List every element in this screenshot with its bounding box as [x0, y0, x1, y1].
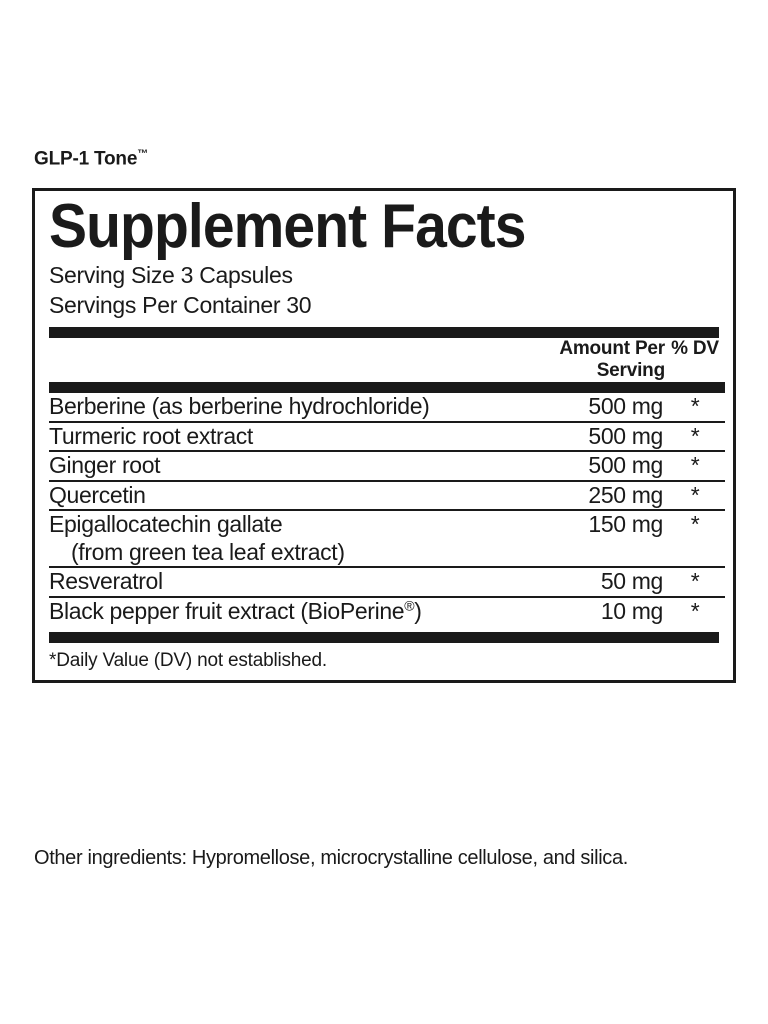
- header-ingredient: [49, 338, 547, 382]
- ingredient-name: Ginger root: [49, 452, 161, 479]
- ingredient-amount: 500 mg: [588, 392, 663, 419]
- divider-thick-bottom: [49, 631, 719, 643]
- row-divider: [49, 596, 725, 599]
- table-header-row: Amount Per Serving % DV: [49, 338, 725, 382]
- ingredient-dv: *: [690, 392, 700, 419]
- divider-line: [49, 479, 725, 482]
- table-row: Resveratrol 50 mg *: [49, 568, 725, 596]
- daily-value-footnote: *Daily Value (DV) not established.: [49, 649, 327, 671]
- row-divider: [49, 566, 725, 569]
- header-amount-per-serving: Amount Per Serving: [559, 337, 665, 381]
- ingredient-name: Quercetin: [49, 481, 146, 508]
- ingredient-name-primary: Black pepper fruit extract (BioPerine: [49, 598, 405, 625]
- divider-line: [49, 509, 725, 512]
- ingredient-amount: 10 mg: [600, 598, 664, 625]
- table-row: Quercetin 250 mg *: [49, 482, 725, 510]
- ingredient-name: Black pepper fruit extract (BioPerine®): [49, 598, 547, 626]
- other-ingredients: Other ingredients: Hypromellose, microcr…: [34, 847, 628, 869]
- table-row: Turmeric root extract 500 mg *: [49, 423, 725, 451]
- ingredient-amount: 150 mg: [588, 511, 663, 538]
- ingredient-dv: *: [690, 568, 700, 595]
- ingredient-amount: 500 mg: [588, 422, 663, 449]
- ingredient-dv: *: [690, 481, 700, 508]
- supplement-facts-panel: Supplement Facts Serving Size 3 Capsules…: [32, 188, 736, 684]
- servings-per-container: Servings Per Container 30: [49, 292, 312, 319]
- table-row: Black pepper fruit extract (BioPerine®) …: [49, 598, 725, 626]
- row-divider: [49, 450, 725, 453]
- divider-line: [49, 596, 725, 599]
- ingredient-name: Epigallocatechin gallate (from green tea …: [49, 511, 547, 566]
- ingredient-name: Berberine (as berberine hydrochloride): [49, 392, 430, 419]
- ingredient-name-subline: (from green tea leaf extract): [71, 538, 345, 565]
- row-divider: [49, 420, 725, 423]
- table-row: Berberine (as berberine hydrochloride) 5…: [49, 393, 725, 421]
- ingredient-dv: *: [690, 598, 700, 625]
- trademark-symbol: ™: [137, 148, 149, 160]
- ingredient-name: Resveratrol: [49, 568, 163, 595]
- row-divider: [49, 479, 725, 482]
- nutrition-table: Amount Per Serving % DV Berberine (as be…: [49, 338, 725, 626]
- ingredient-dv: *: [690, 511, 700, 538]
- table-row: Epigallocatechin gallate (from green tea …: [49, 511, 725, 566]
- product-name-text: GLP-1 Tone: [34, 148, 138, 170]
- ingredient-dv: *: [690, 422, 700, 449]
- divider-thick-header: [49, 381, 725, 393]
- divider-bar: [49, 381, 725, 393]
- divider-line: [49, 420, 725, 423]
- header-percent-dv: % DV: [671, 337, 719, 359]
- divider-thick-top: [49, 326, 719, 338]
- ingredient-amount: 500 mg: [588, 452, 663, 479]
- ingredient-amount: 50 mg: [600, 568, 664, 595]
- ingredient-name-suffix: ): [414, 598, 422, 625]
- registered-trademark-icon: ®: [404, 597, 415, 614]
- row-divider: [49, 509, 725, 512]
- ingredient-amount: 250 mg: [588, 481, 663, 508]
- ingredient-dv: *: [690, 452, 700, 479]
- serving-size: Serving Size 3 Capsules: [49, 261, 293, 288]
- ingredient-name: Turmeric root extract: [49, 422, 253, 449]
- product-name: GLP-1 Tone™: [34, 148, 148, 171]
- divider-line: [49, 566, 725, 569]
- divider-line: [49, 450, 725, 453]
- ingredient-name-primary: Epigallocatechin gallate: [49, 511, 283, 538]
- table-row: Ginger root 500 mg *: [49, 452, 725, 480]
- panel-title: Supplement Facts: [49, 192, 526, 261]
- nutrition-table-body: Amount Per Serving % DV Berberine (as be…: [49, 338, 725, 626]
